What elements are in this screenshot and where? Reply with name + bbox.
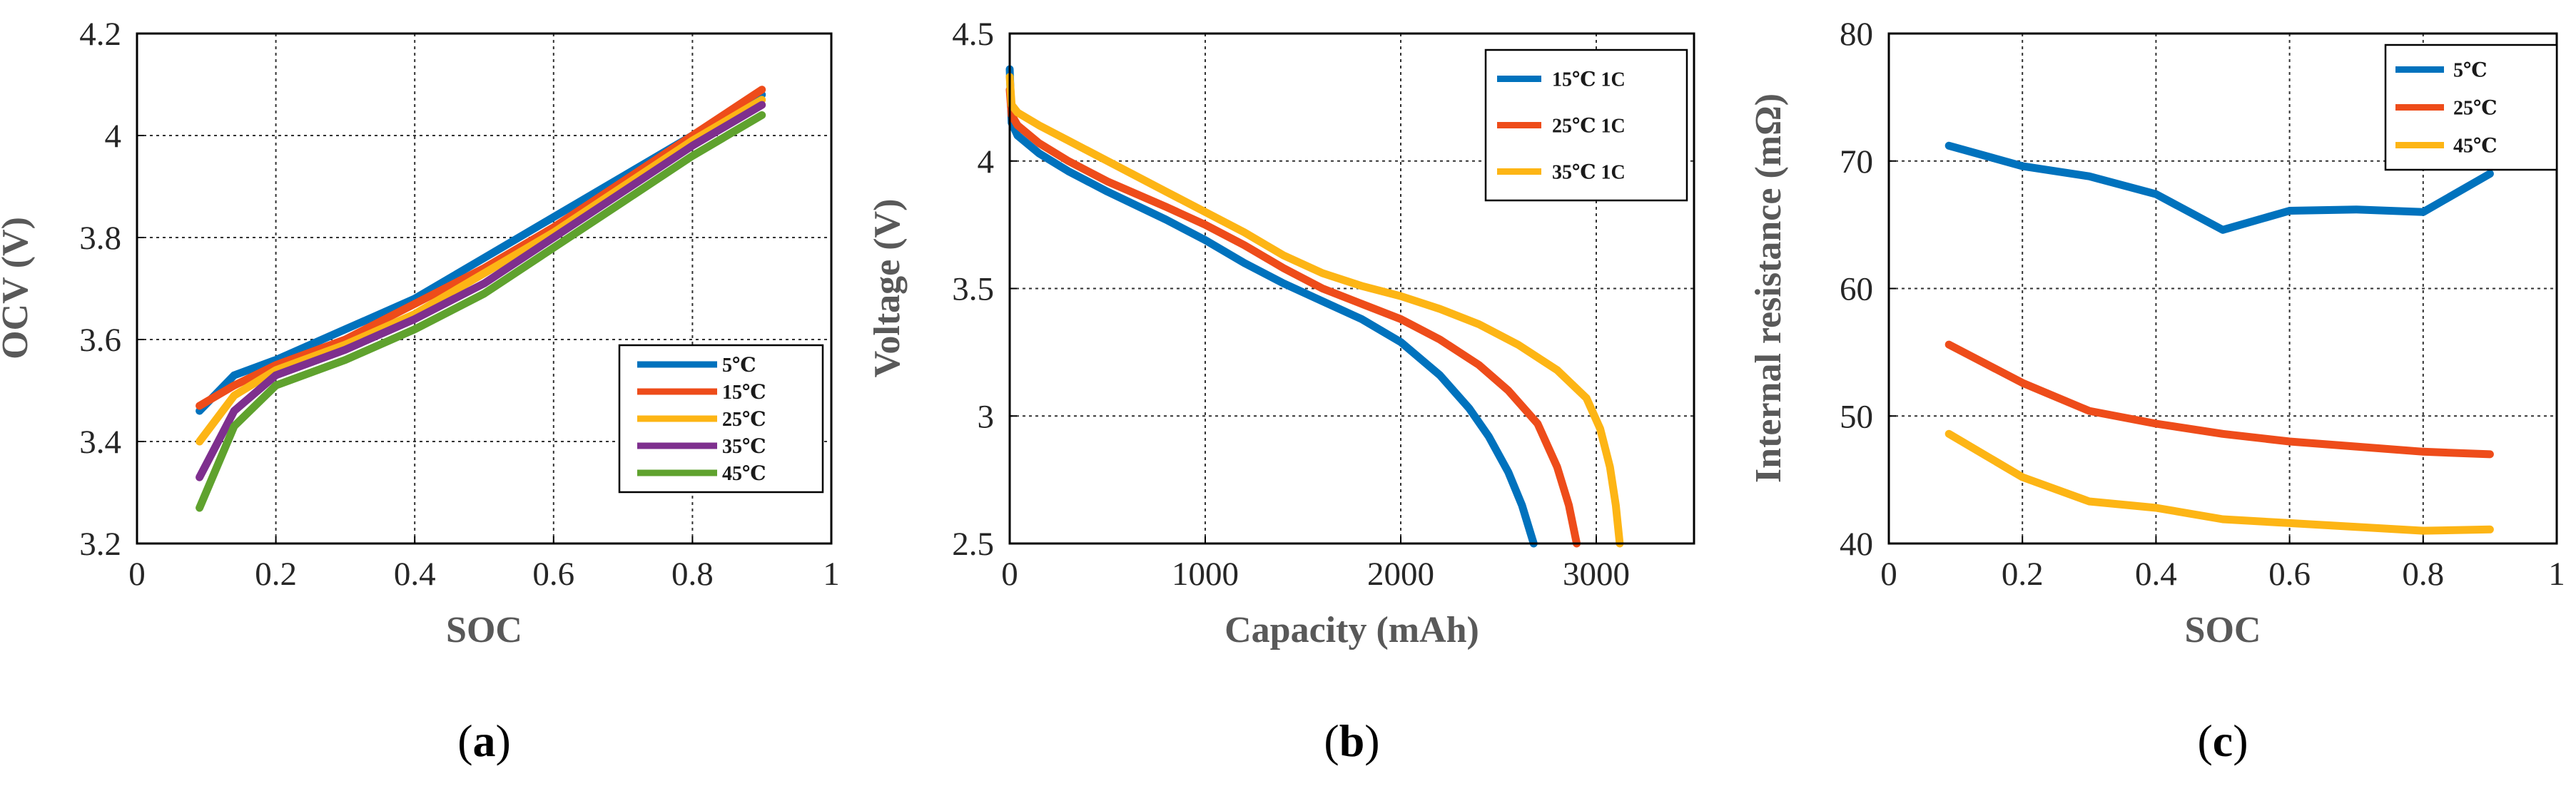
series-line-1 (1005, 65, 1538, 548)
legend-entry: 15℃ (722, 382, 766, 404)
y-tick-label: 2.5 (952, 526, 994, 563)
series-line-2 (1944, 340, 2494, 459)
y-tick-label: 40 (1840, 526, 1873, 563)
x-axis-label: Capacity (mAh) (1224, 610, 1479, 650)
series-line-3 (196, 96, 766, 446)
y-tick-label: 3.8 (79, 220, 121, 257)
series-line-2 (196, 86, 766, 410)
series-line-1 (1944, 141, 2494, 234)
x-tick-label: 1 (2548, 556, 2565, 593)
x-tick-label: 0 (1880, 556, 1897, 593)
x-tick-label: 0 (128, 556, 146, 593)
x-tick-label: 0.6 (532, 556, 574, 593)
panel-caption: (a) (457, 715, 511, 766)
x-tick-label: 0 (1001, 556, 1018, 593)
x-tick-label: 3000 (1563, 556, 1630, 593)
panel-b: 0 1000 2000 3000 2.5 3 3.5 4 4.5 Capacity (mAh) Vo… (867, 16, 1695, 766)
x-axis-label: SOC (2185, 610, 2261, 650)
x-axis-label: SOC (446, 610, 522, 650)
legend: 15℃ 1C 25℃ 1C 35℃ 1C (1484, 49, 1688, 202)
y-axis-label: Internal resistance (mΩ) (1748, 93, 1789, 483)
legend-entry: 45℃ (722, 463, 766, 485)
legend-entry: 5℃ (2453, 59, 2488, 81)
y-tick-label: 4.5 (952, 16, 994, 53)
axes-frame (136, 32, 833, 545)
legend-entry: 25℃ 1C (1552, 116, 1626, 138)
legend-entry: 35℃ 1C (1552, 162, 1626, 184)
x-tick-label: 0.8 (2402, 556, 2444, 593)
y-tick-label: 80 (1840, 16, 1873, 53)
x-tick-label: 0.2 (255, 556, 297, 593)
panel-a: 0 0.2 0.4 0.6 0.8 1 3.2 3.4 3.6 3.8 4 4.2 SOC OCV (V)… (0, 16, 840, 766)
x-tick-label: 0.4 (2135, 556, 2177, 593)
x-tick-label: 1000 (1172, 556, 1239, 593)
x-tick-label: 1 (823, 556, 840, 593)
series-line-3 (1005, 73, 1624, 548)
y-tick-label: 3.6 (79, 322, 121, 359)
x-tick-label: 0.2 (2002, 556, 2044, 593)
legend-entry: 25℃ (2453, 97, 2498, 119)
panel-caption: (c) (2197, 715, 2248, 766)
panel-caption: (b) (1324, 715, 1379, 766)
legend-entry: 35℃ (722, 436, 766, 458)
x-tick-label: 0.8 (671, 556, 714, 593)
series-line-4 (196, 101, 766, 481)
y-tick-label: 3 (978, 398, 995, 435)
legend-entry: 45℃ (2453, 135, 2498, 157)
legend: 5℃ 25℃ 45℃ (2384, 44, 2558, 171)
y-tick-label: 3.2 (79, 526, 121, 563)
y-tick-label: 60 (1840, 271, 1873, 308)
y-tick-label: 4.2 (79, 16, 121, 53)
x-tick-label: 0.4 (394, 556, 436, 593)
panel-c: 0 0.2 0.4 0.6 0.8 1 40 50 60 70 80 SOC Internal resi… (1748, 16, 2565, 766)
legend: 5℃ 15℃ 25℃ 35℃ 45℃ (618, 344, 824, 494)
series-line-3 (1944, 429, 2494, 535)
x-tick-label: 2000 (1367, 556, 1434, 593)
legend-entry: 25℃ (722, 409, 766, 431)
legend-entry: 15℃ 1C (1552, 69, 1626, 91)
y-tick-label: 3.4 (79, 424, 121, 461)
y-tick-label: 4 (105, 118, 122, 155)
y-tick-label: 3.5 (952, 271, 994, 308)
series-line-2 (1005, 86, 1581, 548)
y-axis-label: OCV (V) (0, 217, 36, 359)
y-tick-label: 70 (1840, 143, 1873, 180)
y-axis-label: Voltage (V) (867, 199, 908, 378)
x-tick-label: 0.6 (2268, 556, 2311, 593)
series-line-5 (196, 111, 766, 512)
y-tick-label: 4 (978, 143, 995, 180)
legend-entry: 5℃ (722, 354, 756, 377)
y-tick-label: 50 (1840, 398, 1873, 435)
